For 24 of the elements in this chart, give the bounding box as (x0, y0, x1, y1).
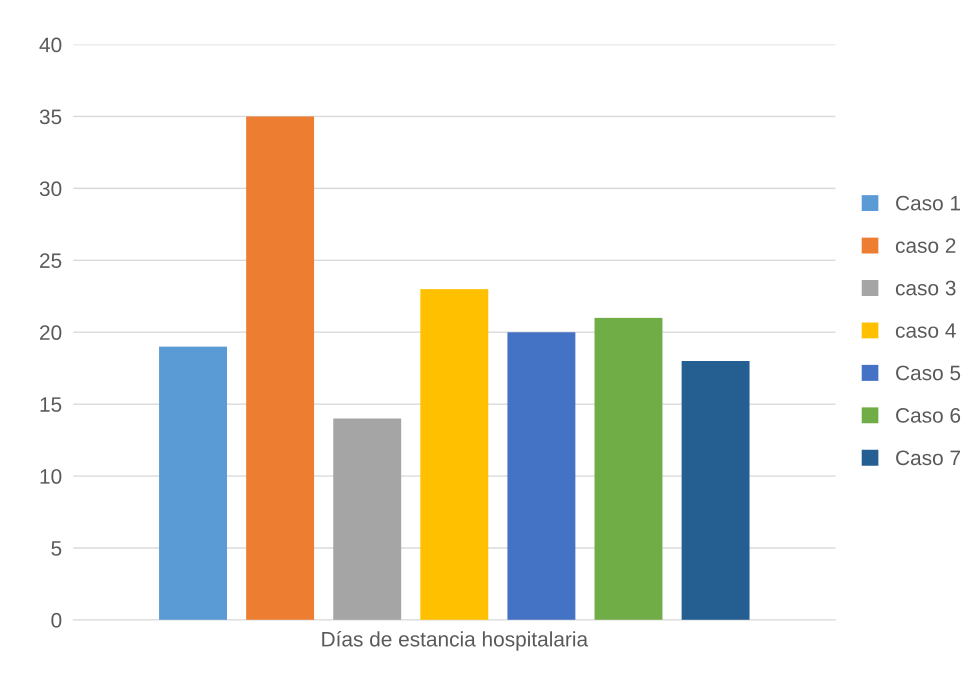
bar (594, 318, 662, 620)
legend-label: caso 2 (896, 238, 956, 253)
bar (333, 418, 402, 620)
bar (420, 289, 488, 620)
y-tick-label: 5 (51, 541, 62, 556)
bar (246, 116, 314, 620)
y-tick-label: 0 (51, 612, 62, 628)
bar (159, 346, 227, 620)
y-tick-label: 40 (39, 38, 62, 52)
bar (507, 332, 576, 620)
legend-label: Caso 6 (896, 408, 960, 423)
y-tick-label: 20 (40, 325, 62, 340)
y-tick-label: 25 (40, 253, 62, 268)
y-tick-label: 30 (40, 181, 62, 196)
y-tick-label: 15 (40, 397, 62, 412)
legend-label: Caso 7 (896, 450, 960, 466)
legend-label: Caso 1 (896, 196, 960, 211)
x-tick-label: Días de estancia hospitalaria (322, 631, 588, 651)
legend-label: caso 4 (896, 323, 956, 338)
legend-label: Caso 5 (896, 366, 960, 380)
bar (682, 360, 750, 620)
legend-label: caso 3 (896, 280, 956, 296)
y-tick-label: 10 (40, 469, 62, 484)
y-tick-label: 35 (40, 109, 62, 124)
